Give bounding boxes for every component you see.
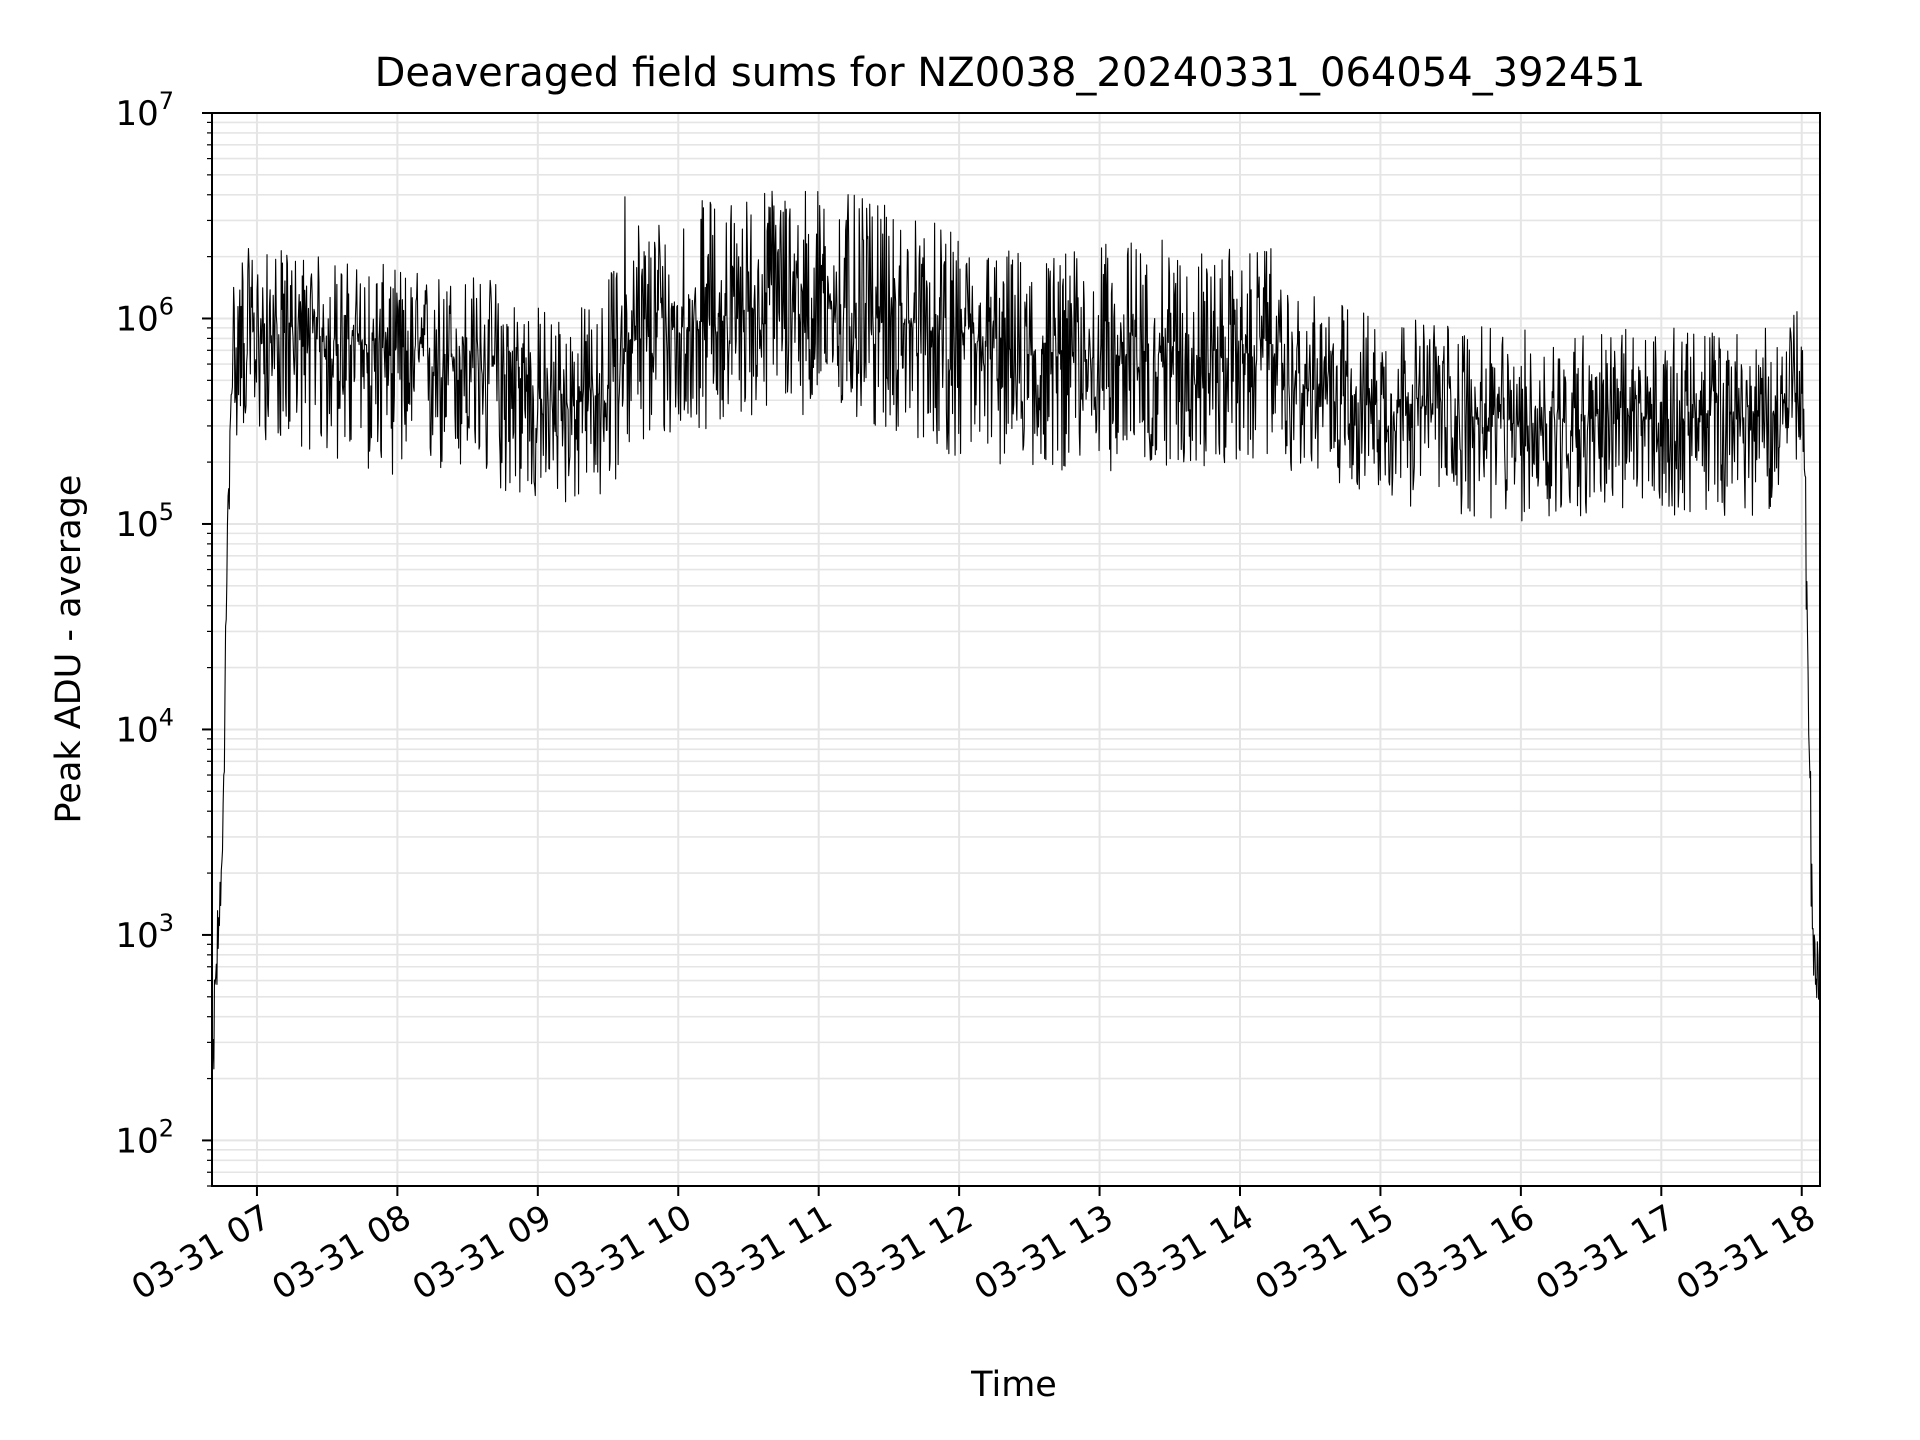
x-tick-label: 03-31 13 (968, 1197, 1120, 1308)
y-tick-label: 104 (115, 703, 174, 750)
x-tick-label: 03-31 07 (125, 1197, 277, 1308)
x-tick-label: 03-31 16 (1389, 1197, 1541, 1308)
plot-frame (211, 112, 1821, 1187)
x-tick-label: 03-31 14 (1108, 1197, 1260, 1308)
y-axis-label: Peak ADU - average (49, 475, 89, 824)
data-series (211, 190, 1820, 1101)
x-axis-label: Time (970, 1365, 1057, 1405)
series-line (211, 190, 1820, 1101)
x-tick-label: 03-31 12 (827, 1197, 979, 1308)
y-tick-label: 102 (115, 1114, 174, 1161)
x-tick-label: 03-31 11 (687, 1197, 839, 1308)
x-tick-label: 03-31 09 (406, 1197, 558, 1308)
y-tick-label: 105 (115, 498, 174, 545)
y-tick-label: 107 (115, 87, 174, 134)
y-axis: 102 103 104 105 106 107 (115, 87, 212, 1187)
y-tick-label: 106 (115, 292, 174, 339)
chart-title: Deaveraged field sums for NZ0038_2024033… (375, 50, 1646, 96)
x-tick-label: 03-31 17 (1529, 1197, 1681, 1308)
x-tick-label: 03-31 08 (265, 1197, 417, 1308)
y-tick-label: 103 (115, 909, 174, 956)
x-tick-label: 03-31 15 (1249, 1197, 1401, 1308)
x-tick-label: 03-31 10 (546, 1197, 698, 1308)
x-tick-label: 03-31 18 (1670, 1197, 1822, 1308)
grid-lines (212, 112, 1820, 1187)
